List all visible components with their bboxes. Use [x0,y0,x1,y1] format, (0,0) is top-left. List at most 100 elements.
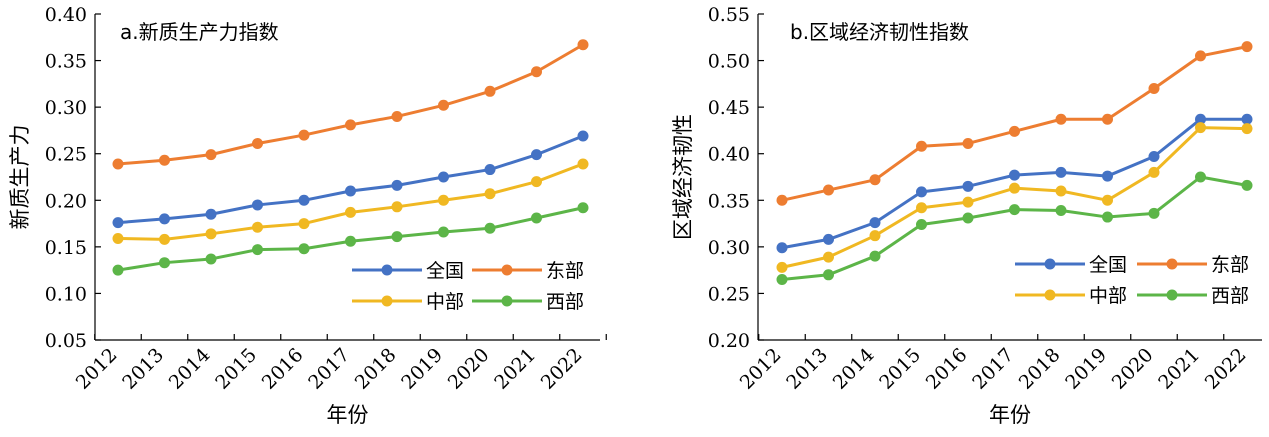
data-point [298,243,310,255]
data-point [823,184,834,196]
legend-label: 全国 [426,260,464,282]
legend-marker [381,264,393,276]
legend-marker [1166,289,1178,301]
data-point [1148,166,1160,178]
data-point [531,66,542,78]
y-tick-label: 0.15 [45,237,87,259]
data-point [438,194,449,206]
data-point [577,130,589,142]
data-point [776,194,788,206]
x-axis-title: 年份 [989,403,1031,427]
data-point [577,39,589,51]
data-point [205,228,217,240]
data-point [916,186,927,198]
legend-marker [501,264,513,276]
data-point [391,179,403,191]
legend-label: 西部 [1211,285,1249,307]
data-point [1102,211,1113,223]
x-tick-label: 2019 [1061,344,1111,394]
data-point [159,257,170,269]
series-line-2 [781,126,1248,269]
data-point [962,180,974,192]
data-point [298,129,310,141]
legend-label: 西部 [546,291,584,313]
data-point [252,199,263,211]
x-tick-label: 2017 [968,344,1018,394]
data-point [1241,179,1253,191]
x-tick-label: 2016 [922,344,972,394]
data-point [112,232,124,244]
x-tick-label: 2014 [829,344,879,394]
y-tick-label: 0.40 [45,4,87,26]
legend-label: 中部 [1089,285,1127,307]
data-point [205,149,217,161]
y-tick-label: 0.30 [708,237,750,259]
y-tick-label: 0.35 [45,51,87,73]
y-tick-label: 0.45 [708,97,750,119]
data-point [823,251,834,263]
y-tick-label: 0.55 [708,4,750,26]
panel-title: b.区域经济韧性指数 [790,20,969,44]
data-point [869,250,881,262]
legend-label: 中部 [426,291,464,313]
data-point [577,202,589,214]
data-point [391,231,403,243]
data-point [438,171,449,183]
data-point [438,99,449,111]
data-point [1241,123,1253,135]
x-tick-label: 2013 [782,344,832,394]
x-tick-label: 2021 [1154,344,1204,394]
data-point [252,221,263,233]
data-point [345,185,356,197]
y-axis-title: 区域经济韧性 [671,114,695,240]
data-point [484,188,496,200]
data-point [1009,182,1020,194]
data-point [1102,194,1113,206]
y-tick-label: 0.30 [45,97,87,119]
data-point [112,217,124,229]
legend-marker [501,295,513,307]
legend-marker [381,295,393,307]
x-axis-title: 年份 [327,403,369,427]
data-point [345,119,356,131]
data-point [1055,113,1067,125]
data-point [1102,170,1113,182]
data-point [1195,122,1206,134]
x-tick-label: 2022 [1201,344,1251,394]
data-point [1148,151,1160,163]
y-tick-label: 0.35 [708,190,750,212]
x-tick-label: 2015 [875,344,925,394]
data-point [962,196,974,208]
data-point [345,235,356,247]
x-tick-label: 2018 [1015,344,1065,394]
data-point [1055,185,1067,197]
y-axis-title: 新质生产力 [8,125,32,230]
data-point [1009,204,1020,216]
data-point [1241,113,1253,125]
data-point [962,212,974,224]
legend-marker [1044,258,1056,270]
legend-label: 东部 [546,260,584,282]
legend-label: 全国 [1089,254,1127,276]
legend-label: 东部 [1211,254,1249,276]
data-point [484,222,496,234]
data-point [1195,50,1206,62]
y-tick-label: 0.25 [45,144,87,166]
data-point [916,202,927,214]
data-point [1009,169,1020,181]
data-point [776,242,788,254]
data-point [205,208,217,220]
y-tick-label: 0.10 [45,283,87,305]
data-point [298,194,310,206]
data-point [531,176,542,188]
data-point [1148,83,1160,95]
data-point [577,158,589,170]
y-tick-label: 0.05 [45,330,87,352]
data-point [531,149,542,161]
data-point [205,253,217,265]
x-tick-label: 2020 [1108,344,1158,394]
y-tick-label: 0.20 [708,330,750,352]
